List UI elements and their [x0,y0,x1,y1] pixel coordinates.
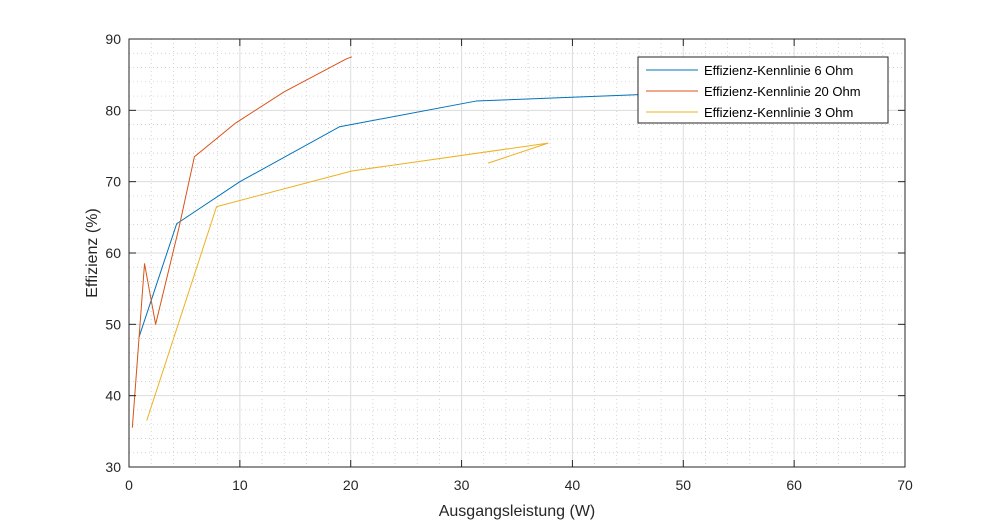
y-tick-label: 30 [105,459,121,475]
x-tick-label: 30 [454,477,470,493]
x-axis-label: Ausgangsleistung (W) [439,503,596,520]
x-tick-label: 10 [232,477,248,493]
y-tick-label: 50 [105,316,121,332]
y-tick-label: 80 [105,102,121,118]
y-axis-label: Effizienz (%) [84,208,101,298]
legend-entry-3: Effizienz-Kennlinie 3 Ohm [704,105,853,120]
x-tick-label: 20 [343,477,359,493]
x-tick-label: 70 [897,477,913,493]
legend-entry-1: Effizienz-Kennlinie 6 Ohm [704,63,853,78]
legend-entry-2: Effizienz-Kennlinie 20 Ohm [704,84,861,99]
x-tick-label: 40 [565,477,581,493]
legend: Effizienz-Kennlinie 6 Ohm Effizienz-Kennl… [637,56,889,124]
x-axis-ticks: 0 10 20 30 40 50 60 70 [125,39,913,493]
series-line-2 [131,56,353,428]
y-tick-label: 90 [105,31,121,47]
y-tick-label: 40 [105,388,121,404]
y-axis-ticks: 30 40 50 60 70 80 90 [105,31,905,475]
x-tick-label: 50 [675,477,691,493]
series-line-3 [146,142,549,421]
x-tick-label: 60 [786,477,802,493]
x-tick-label: 0 [125,477,133,493]
y-tick-label: 70 [105,174,121,190]
y-tick-label: 60 [105,245,121,261]
